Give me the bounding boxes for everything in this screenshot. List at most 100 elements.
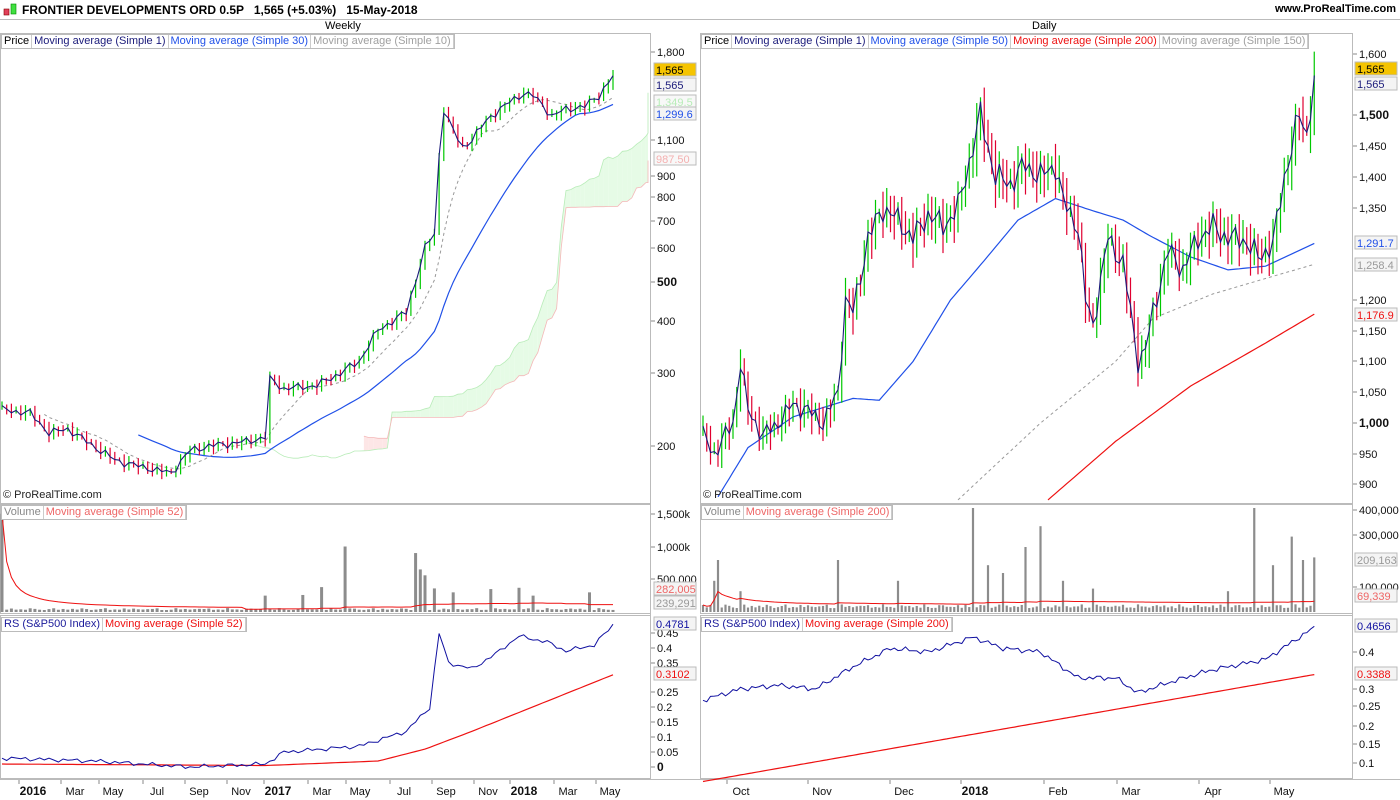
weekly-price-legend: Price Moving average (Simple 1) Moving a… — [1, 34, 455, 49]
volume-bar — [146, 609, 150, 612]
weekly-date-tick: Mar — [313, 786, 332, 798]
volume-bar — [773, 607, 776, 612]
ichimoku-cloud-segment — [542, 290, 548, 337]
volume-bar — [701, 605, 705, 612]
ma1-line — [1, 75, 614, 473]
legend-rs[interactable]: RS (S&P500 Index) — [2, 618, 103, 631]
volume-bar — [1208, 607, 1211, 612]
legend-ma10[interactable]: Moving average (Simple 10) — [311, 35, 454, 48]
legend-volume[interactable]: Volume — [2, 506, 44, 519]
weekly-date-tick: May — [350, 786, 371, 798]
volume-bar — [315, 609, 319, 612]
weekly-rs-tick: 0 — [657, 760, 664, 774]
legend-volume-ma[interactable]: Moving average (Simple 200) — [744, 506, 893, 519]
volume-bar — [806, 605, 810, 612]
panel-frame — [0, 504, 651, 614]
volume-bar — [512, 609, 516, 612]
volume-bar — [531, 595, 535, 612]
volume-bar — [221, 609, 225, 612]
volume-bar — [836, 560, 840, 612]
daily-price-tick: 1,600 — [1359, 49, 1387, 61]
ichimoku-cloud-segment — [420, 408, 425, 418]
weekly-rs-ma-tag-box — [653, 666, 697, 681]
volume-bar — [840, 604, 843, 612]
legend-volume-ma[interactable]: Moving average (Simple 52) — [44, 506, 187, 519]
volume-bar — [451, 592, 455, 612]
daily-price-tick: 950 — [1359, 449, 1377, 461]
volume-bar — [1196, 604, 1200, 612]
volume-bar — [1313, 557, 1316, 612]
legend-rs[interactable]: RS (S&P500 Index) — [702, 618, 803, 631]
volume-bar — [1215, 607, 1218, 612]
volume-bar — [908, 605, 911, 612]
legend-price[interactable]: Price — [702, 35, 733, 48]
legend-volume[interactable]: Volume — [702, 506, 744, 519]
legend-rs-ma[interactable]: Moving average (Simple 200) — [803, 618, 952, 631]
ichimoku-cloud-segment — [476, 384, 482, 410]
volume-bar — [432, 588, 436, 612]
volume-bar — [329, 608, 333, 612]
volume-bar — [409, 610, 413, 612]
volume-bar — [1016, 606, 1020, 612]
volume-bar — [174, 608, 178, 612]
volume-bar — [113, 609, 117, 612]
weekly-date-tick: 2016 — [20, 784, 47, 798]
legend-price[interactable]: Price — [2, 35, 33, 48]
volume-bar — [848, 605, 851, 612]
volume-bar — [390, 609, 394, 612]
volume-bar — [606, 609, 610, 612]
volume-bar — [1084, 607, 1087, 612]
volume-bar — [851, 607, 855, 612]
site-link[interactable]: www.ProRealTime.com — [1274, 3, 1396, 15]
legend-ma150[interactable]: Moving average (Simple 150) — [1160, 35, 1309, 48]
volume-bar — [780, 606, 783, 612]
weekly-date-tick: Sep — [436, 786, 456, 798]
ichimoku-cloud-segment — [363, 436, 369, 451]
ichimoku-cloud-segment — [594, 175, 599, 207]
legend-ma1[interactable]: Moving average (Simple 1) — [732, 35, 869, 48]
volume-bar — [769, 606, 772, 612]
weekly-date-tick: Mar — [559, 786, 578, 798]
rs-ma-line — [702, 674, 1315, 783]
legend-ma200[interactable]: Moving average (Simple 200) — [1011, 35, 1160, 48]
volume-bar — [1200, 606, 1203, 612]
daily-date-tick: May — [1274, 786, 1295, 798]
legend-rs-ma[interactable]: Moving average (Simple 52) — [103, 618, 246, 631]
volume-bar — [118, 609, 121, 612]
volume-bar — [874, 606, 877, 612]
volume-bar — [526, 608, 530, 612]
weekly-rs-tag-box — [653, 616, 697, 631]
volume-bar — [750, 605, 753, 612]
ichimoku-cloud-segment — [608, 157, 613, 207]
volume-bar — [825, 604, 828, 612]
daily-ma50-tag: 1,291.7 — [1357, 238, 1394, 250]
ichimoku-cloud-segment — [429, 396, 435, 418]
volume-bar — [508, 609, 512, 612]
volume-bar — [14, 609, 18, 612]
volume-bar — [207, 608, 211, 612]
volume-bar — [1144, 606, 1147, 612]
volume-bar — [61, 608, 65, 612]
volume-bar — [1073, 606, 1076, 612]
volume-bar — [71, 608, 74, 612]
legend-ma1[interactable]: Moving average (Simple 1) — [32, 35, 169, 48]
volume-bar — [503, 608, 507, 612]
daily-volume-tag-box — [1354, 552, 1398, 567]
volume-bar — [470, 609, 474, 612]
volume-bar — [348, 608, 352, 612]
daily-ma1-tag: 1,565 — [1357, 79, 1385, 91]
daily-price-tick: 1,500 — [1359, 108, 1389, 122]
volume-bar — [746, 607, 750, 612]
volume-bar — [1155, 605, 1158, 612]
volume-bar — [395, 609, 399, 612]
volume-bar — [1114, 605, 1117, 612]
legend-ma50[interactable]: Moving average (Simple 50) — [869, 35, 1012, 48]
volume-bar — [791, 606, 795, 612]
weekly-price-tick: 1,800 — [657, 47, 685, 59]
volume-bar — [66, 609, 70, 612]
legend-ma30[interactable]: Moving average (Simple 30) — [169, 35, 312, 48]
volume-bar — [193, 609, 197, 612]
volume-bar — [103, 608, 107, 612]
weekly-rs-ma-tag: 0.3102 — [656, 669, 690, 681]
